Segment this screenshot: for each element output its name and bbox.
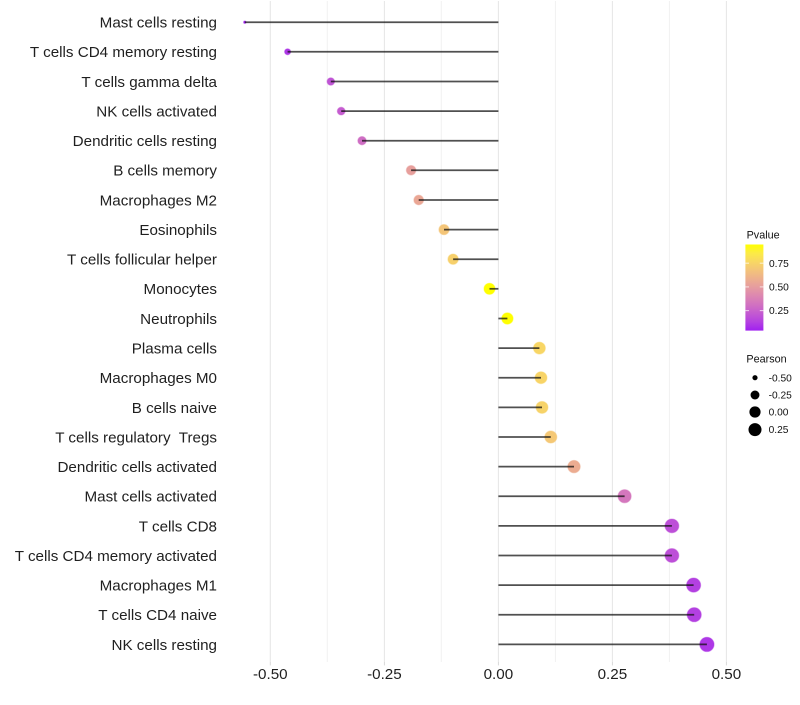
svg-text:T cells CD4 memory activated: T cells CD4 memory activated <box>15 548 217 565</box>
svg-text:Macrophages M2: Macrophages M2 <box>100 192 217 209</box>
svg-text:0.50: 0.50 <box>712 666 742 683</box>
svg-text:Macrophages M1: Macrophages M1 <box>100 578 217 595</box>
svg-text:B cells naive: B cells naive <box>132 400 217 417</box>
svg-text:T cells regulatory Tregs: T cells regulatory Tregs <box>55 429 217 446</box>
svg-text:Pearson: Pearson <box>746 354 786 366</box>
svg-text:T cells CD4 naive: T cells CD4 naive <box>98 607 217 624</box>
svg-text:Plasma cells: Plasma cells <box>132 341 218 358</box>
svg-text:Macrophages M0: Macrophages M0 <box>100 370 217 387</box>
svg-text:T cells follicular helper: T cells follicular helper <box>67 252 217 269</box>
svg-text:Dendritic cells activated: Dendritic cells activated <box>57 459 217 476</box>
svg-text:Eosinophils: Eosinophils <box>139 222 217 239</box>
svg-text:-0.25: -0.25 <box>367 666 402 683</box>
svg-text:NK cells resting: NK cells resting <box>111 637 217 654</box>
svg-text:0.25: 0.25 <box>769 306 789 317</box>
svg-text:-0.50: -0.50 <box>769 373 793 384</box>
svg-text:T cells CD4 memory resting: T cells CD4 memory resting <box>30 44 217 61</box>
svg-text:0.00: 0.00 <box>769 408 789 419</box>
svg-text:T cells gamma delta: T cells gamma delta <box>81 74 217 91</box>
svg-text:Mast cells resting: Mast cells resting <box>100 15 217 32</box>
svg-text:-0.50: -0.50 <box>253 666 288 683</box>
svg-text:0.25: 0.25 <box>598 666 628 683</box>
svg-text:Dendritic cells resting: Dendritic cells resting <box>73 133 217 150</box>
svg-text:Pvalue: Pvalue <box>747 230 780 242</box>
svg-text:0.50: 0.50 <box>769 283 789 294</box>
svg-text:0.75: 0.75 <box>769 259 789 270</box>
svg-text:-0.25: -0.25 <box>769 391 793 402</box>
svg-text:Monocytes: Monocytes <box>144 281 218 298</box>
svg-text:B cells memory: B cells memory <box>113 163 217 180</box>
svg-text:Neutrophils: Neutrophils <box>140 311 217 328</box>
svg-text:0.00: 0.00 <box>484 666 514 683</box>
svg-text:T cells CD8: T cells CD8 <box>139 518 217 535</box>
svg-text:NK cells activated: NK cells activated <box>96 104 217 121</box>
svg-text:Mast cells activated: Mast cells activated <box>84 489 217 506</box>
svg-text:0.25: 0.25 <box>769 425 789 436</box>
